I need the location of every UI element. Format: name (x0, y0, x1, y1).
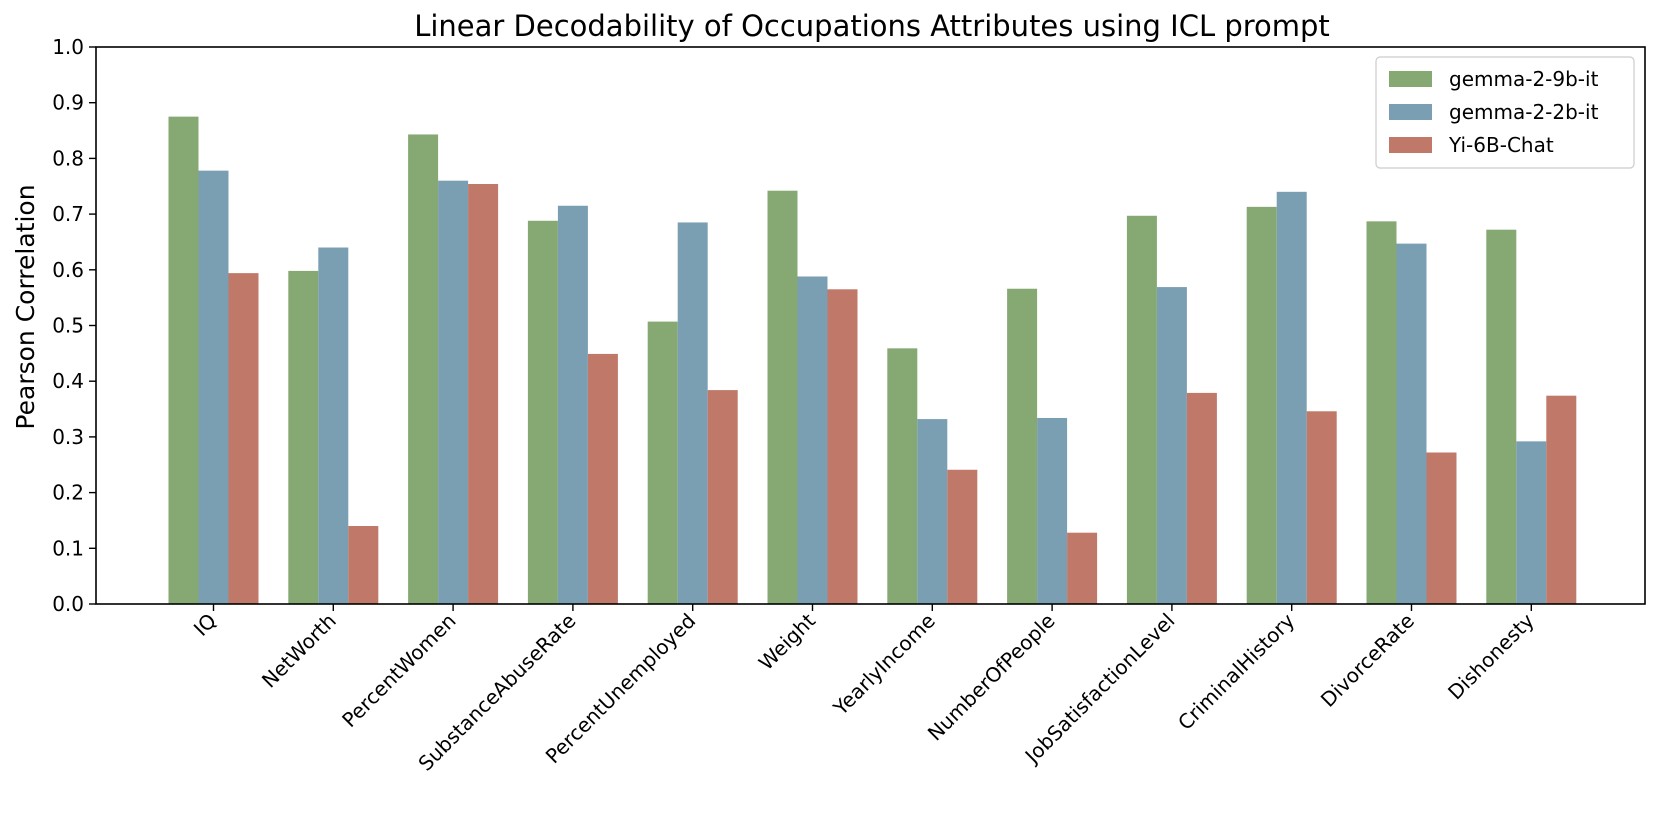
x-tick-label: IQ (189, 609, 221, 641)
bar-PercentWomen-gemma-2-9b-it (408, 134, 439, 604)
bar-NumberOfPeople-gemma-2-2b-it (1037, 417, 1068, 604)
bar-YearlyIncome-gemma-2-9b-it (887, 348, 918, 604)
bar-JobSatisfactionLevel-gemma-2-2b-it (1156, 287, 1187, 604)
bar-PercentUnemployed-gemma-2-9b-it (647, 321, 678, 604)
bar-JobSatisfactionLevel-Yi-6B-Chat (1186, 392, 1217, 604)
bar-NetWorth-gemma-2-9b-it (288, 270, 319, 604)
bar-DivorceRate-Yi-6B-Chat (1426, 452, 1457, 604)
bar-YearlyIncome-gemma-2-2b-it (917, 419, 948, 604)
y-tick-label: 0.6 (52, 258, 84, 282)
bar-DivorceRate-gemma-2-9b-it (1366, 221, 1397, 604)
bar-IQ-gemma-2-2b-it (198, 170, 229, 604)
x-tick-label: NetWorth (257, 609, 341, 693)
y-tick-label: 1.0 (52, 35, 84, 59)
bar-CriminalHistory-gemma-2-2b-it (1276, 191, 1307, 604)
legend-swatch (1389, 71, 1432, 87)
plot-frame (95, 46, 1646, 605)
bar-Weight-gemma-2-2b-it (797, 276, 828, 604)
y-tick-label: 0.0 (52, 592, 84, 616)
bar-YearlyIncome-Yi-6B-Chat (947, 469, 978, 604)
bar-NumberOfPeople-gemma-2-9b-it (1007, 288, 1038, 604)
bar-PercentWomen-Yi-6B-Chat (468, 184, 499, 604)
y-tick-label: 0.5 (52, 314, 84, 338)
y-tick-label: 0.1 (52, 536, 84, 560)
y-axis-label: Pearson Correlation (11, 184, 40, 429)
bar-PercentUnemployed-gemma-2-2b-it (677, 222, 708, 604)
x-tick-label: YearlyIncome (828, 609, 940, 721)
y-tick-label: 0.2 (52, 481, 84, 505)
bar-SubstanceAbuseRate-gemma-2-2b-it (557, 205, 588, 604)
bar-NetWorth-Yi-6B-Chat (348, 526, 379, 604)
legend-swatch (1389, 137, 1432, 153)
bar-NetWorth-gemma-2-2b-it (318, 247, 349, 604)
y-axis-ticks: 0.0 0.1 0.2 0.3 0.4 0.5 0.6 0.7 0.8 0.9 1.0 (52, 35, 96, 616)
y-tick-label: 0.8 (52, 146, 84, 170)
bar-IQ-Yi-6B-Chat (228, 273, 259, 604)
bar-Weight-Yi-6B-Chat (827, 289, 858, 604)
bar-PercentUnemployed-Yi-6B-Chat (707, 390, 738, 604)
y-tick-label: 0.9 (52, 91, 84, 115)
bar-IQ-gemma-2-9b-it (168, 116, 199, 605)
x-tick-label: PercentWomen (337, 609, 460, 732)
legend-label: gemma-2-9b-it (1449, 67, 1599, 91)
x-tick-label: CriminalHistory (1173, 608, 1299, 734)
y-tick-label: 0.7 (52, 202, 84, 226)
x-tick-label: Dishonesty (1443, 608, 1539, 704)
bar-Weight-gemma-2-9b-it (767, 190, 798, 604)
y-tick-label: 0.4 (52, 369, 84, 393)
y-tick-label: 0.3 (52, 425, 84, 449)
bar-SubstanceAbuseRate-gemma-2-9b-it (527, 220, 558, 604)
legend-swatch (1389, 104, 1432, 120)
x-tick-label: DivorceRate (1316, 609, 1419, 712)
x-tick-label: NumberOfPeople (923, 609, 1060, 746)
bar-NumberOfPeople-Yi-6B-Chat (1067, 532, 1098, 604)
bar-SubstanceAbuseRate-Yi-6B-Chat (587, 353, 618, 604)
legend: gemma-2-9b-it gemma-2-2b-it Yi-6B-Chat (1375, 56, 1635, 169)
bar-CriminalHistory-Yi-6B-Chat (1306, 411, 1337, 604)
bar-CriminalHistory-gemma-2-9b-it (1246, 206, 1277, 605)
x-tick-label: Weight (754, 608, 820, 674)
bar-Dishonesty-gemma-2-2b-it (1516, 441, 1547, 604)
legend-box (1375, 56, 1635, 169)
bar-JobSatisfactionLevel-gemma-2-9b-it (1126, 215, 1157, 604)
bar-Dishonesty-gemma-2-9b-it (1486, 229, 1517, 604)
bar-PercentWomen-gemma-2-2b-it (438, 180, 469, 604)
bar-Dishonesty-Yi-6B-Chat (1546, 395, 1577, 604)
bar-DivorceRate-gemma-2-2b-it (1396, 243, 1427, 604)
legend-label: gemma-2-2b-it (1449, 100, 1599, 124)
chart-title: Linear Decodability of Occupations Attri… (414, 9, 1330, 43)
x-axis-ticks: IQ NetWorthPercentWomenSubstanceAbuseRate… (189, 604, 1539, 776)
bars-layer (168, 116, 1577, 605)
legend-label: Yi-6B-Chat (1448, 133, 1554, 157)
